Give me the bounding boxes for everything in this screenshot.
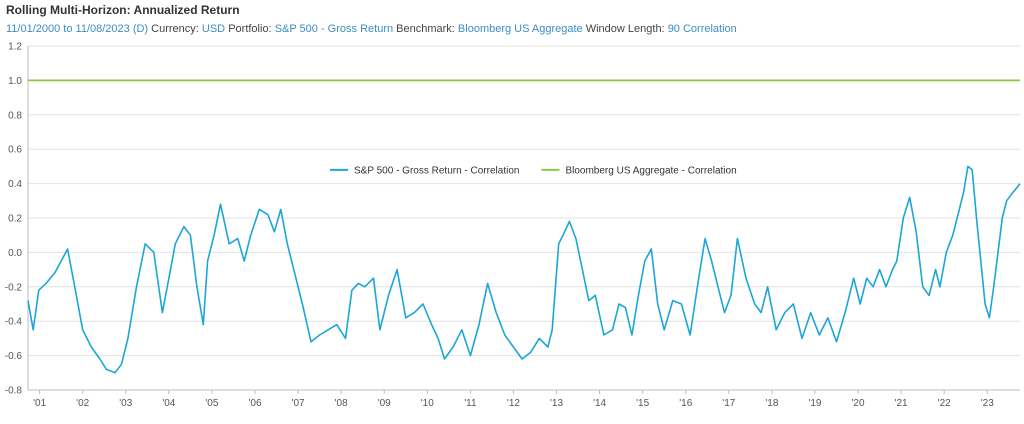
y-tick-label: 0.0: [8, 248, 22, 259]
y-axis: 1.2 1.0 0.8 0.6 0.4 0.2 0.0 -0.2 -0.4 -0.6 -0.8: [5, 42, 29, 397]
legend-label-sp500: S&P 500 - Gross Return - Correlation: [354, 165, 519, 176]
x-tick-label: '12: [507, 398, 520, 409]
window-label: Window Length:: [585, 23, 665, 35]
x-tick-label: '05: [205, 398, 218, 409]
y-tick-label: 1.0: [8, 76, 22, 87]
x-tick-label: '23: [981, 398, 994, 409]
x-tick-label: '13: [550, 398, 563, 409]
y-tick-label: -0.4: [5, 317, 23, 328]
x-tick-label: '08: [335, 398, 348, 409]
y-tick-label: 0.2: [8, 214, 22, 225]
settings-summary: 11/01/2000 to 11/08/2023 (D) Currency: U…: [6, 23, 737, 35]
x-tick-label: '06: [248, 398, 261, 409]
y-tick-label: -0.2: [5, 282, 23, 293]
x-tick-label: '02: [76, 398, 89, 409]
benchmark-label: Benchmark:: [396, 23, 455, 35]
portfolio-value[interactable]: S&P 500 - Gross Return: [274, 23, 394, 35]
plot-area: [27, 79, 1021, 374]
sp500-correlation-line: [27, 165, 1021, 374]
date-range[interactable]: 11/01/2000 to 11/08/2023 (D): [6, 23, 149, 35]
portfolio-label: Portfolio:: [228, 23, 272, 35]
y-tick-label: 0.8: [8, 110, 22, 121]
currency-value[interactable]: USD: [201, 23, 226, 35]
y-tick-label: -0.6: [5, 351, 23, 362]
x-tick-label: '20: [852, 398, 865, 409]
x-tick-label: '22: [938, 398, 951, 409]
currency-label: Currency:: [151, 23, 199, 35]
x-tick-label: '19: [808, 398, 821, 409]
window-value[interactable]: 90 Correlation: [667, 23, 737, 35]
y-tick-label: 0.4: [8, 179, 22, 190]
y-tick-label: 1.2: [8, 42, 22, 53]
x-tick-label: '10: [421, 398, 434, 409]
x-tick-label: '15: [636, 398, 649, 409]
x-tick-label: '21: [895, 398, 908, 409]
y-tick-label: 0.6: [8, 145, 22, 156]
x-tick-label: '14: [593, 398, 606, 409]
legend-label-agg: Bloomberg US Aggregate - Correlation: [565, 165, 736, 176]
x-tick-label: '11: [464, 398, 477, 409]
x-tick-label: '16: [679, 398, 692, 409]
page-title: Rolling Multi-Horizon: Annualized Return: [6, 3, 240, 17]
x-tick-label: '04: [162, 398, 175, 409]
x-tick-label: '17: [722, 398, 735, 409]
x-axis: '01 '02 '03 '04 '05 '06 '07 '08 '09 '10 '11 '12 '13 '…: [28, 389, 1020, 409]
legend: S&P 500 - Gross Return - Correlation Bloo…: [330, 165, 737, 176]
correlation-chart: 1.2 1.0 0.8 0.6 0.4 0.2 0.0 -0.2 -0.4 -0.6 -0.8 '0…: [5, 42, 1021, 409]
benchmark-value[interactable]: Bloomberg US Aggregate: [457, 23, 583, 35]
x-tick-label: '03: [119, 398, 132, 409]
grid: [28, 45, 1020, 391]
x-tick-label: '09: [378, 398, 391, 409]
x-tick-label: '18: [765, 398, 778, 409]
x-tick-label: '07: [292, 398, 305, 409]
x-tick-label: '01: [33, 398, 46, 409]
y-tick-label: -0.8: [5, 386, 23, 397]
